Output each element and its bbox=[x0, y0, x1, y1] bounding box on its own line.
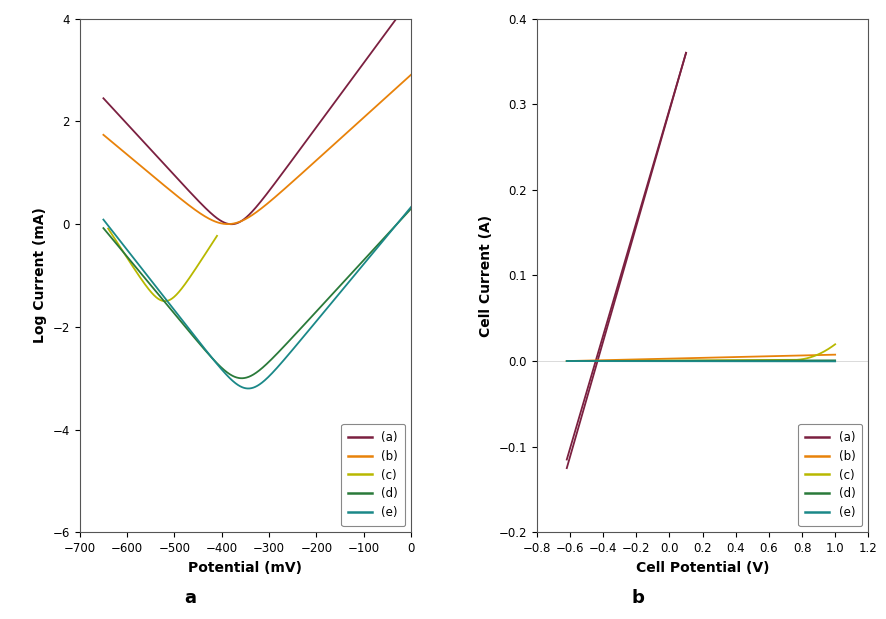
X-axis label: Cell Potential (V): Cell Potential (V) bbox=[636, 561, 769, 574]
Legend: (a), (b), (c), (d), (e): (a), (b), (c), (d), (e) bbox=[341, 423, 405, 526]
Y-axis label: Cell Current (A): Cell Current (A) bbox=[479, 214, 494, 337]
Text: b: b bbox=[632, 589, 644, 607]
X-axis label: Potential (mV): Potential (mV) bbox=[189, 561, 302, 574]
Legend: (a), (b), (c), (d), (e): (a), (b), (c), (d), (e) bbox=[798, 423, 862, 526]
Text: a: a bbox=[184, 589, 197, 607]
Y-axis label: Log Current (mA): Log Current (mA) bbox=[33, 207, 47, 344]
